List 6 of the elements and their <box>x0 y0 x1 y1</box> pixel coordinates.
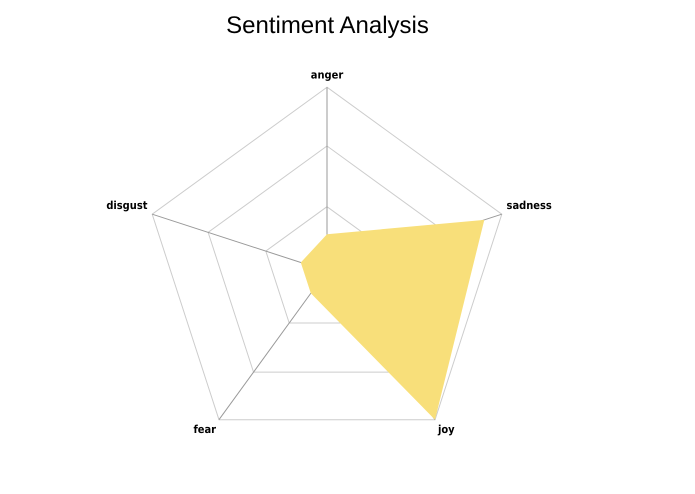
chart-title: Sentiment Analysis <box>225 12 430 40</box>
spoke-label: anger <box>310 68 344 82</box>
spoke-label: sadness <box>506 198 552 212</box>
spoke-label: joy <box>436 423 456 436</box>
spoke-label: fear <box>193 423 216 436</box>
spoke-label: disgust <box>106 198 148 212</box>
